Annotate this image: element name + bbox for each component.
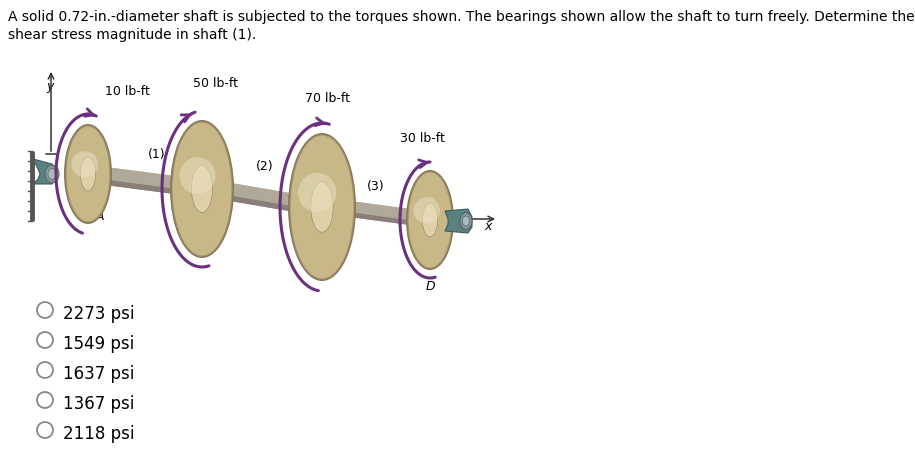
Text: 10 lb-ft: 10 lb-ft (105, 85, 150, 98)
Text: 1367 psi: 1367 psi (63, 394, 135, 412)
Text: A: A (96, 210, 104, 222)
Text: y: y (47, 80, 54, 93)
Polygon shape (90, 166, 190, 189)
Text: (2): (2) (256, 160, 274, 172)
Text: x: x (484, 219, 491, 233)
Polygon shape (211, 193, 313, 215)
Polygon shape (89, 166, 191, 197)
Ellipse shape (423, 204, 437, 237)
Ellipse shape (414, 198, 440, 224)
Polygon shape (425, 215, 455, 225)
Text: 2118 psi: 2118 psi (63, 424, 135, 442)
Ellipse shape (460, 213, 472, 230)
Text: A solid 0.72-in.-diameter shaft is subjected to the torques shown. The bearings : A solid 0.72-in.-diameter shaft is subje… (8, 10, 915, 24)
Ellipse shape (408, 172, 452, 268)
Text: (1): (1) (148, 148, 166, 161)
Polygon shape (334, 200, 426, 228)
Text: 50 lb-ft: 50 lb-ft (193, 77, 238, 90)
Ellipse shape (298, 173, 337, 213)
Ellipse shape (179, 158, 216, 195)
Polygon shape (425, 215, 456, 229)
Ellipse shape (406, 171, 454, 270)
Ellipse shape (462, 217, 469, 227)
Ellipse shape (71, 152, 98, 178)
Ellipse shape (81, 158, 96, 192)
Polygon shape (445, 210, 472, 233)
Polygon shape (425, 223, 455, 229)
Ellipse shape (170, 121, 234, 258)
Ellipse shape (288, 134, 356, 281)
Ellipse shape (48, 169, 56, 180)
Text: 1637 psi: 1637 psi (63, 364, 135, 382)
Text: C: C (326, 258, 334, 270)
Text: D: D (425, 279, 435, 293)
Polygon shape (211, 181, 315, 215)
Ellipse shape (311, 182, 333, 233)
Polygon shape (33, 160, 56, 185)
Text: B: B (208, 233, 216, 245)
Ellipse shape (172, 123, 232, 257)
Polygon shape (89, 178, 189, 197)
Polygon shape (334, 211, 425, 228)
Text: 30 lb-ft: 30 lb-ft (400, 131, 445, 145)
Polygon shape (335, 200, 425, 221)
Text: 2273 psi: 2273 psi (63, 304, 135, 322)
Text: (3): (3) (367, 180, 384, 192)
Ellipse shape (191, 166, 212, 213)
Text: 70 lb-ft: 70 lb-ft (305, 92, 350, 105)
Ellipse shape (64, 125, 112, 224)
Text: shear stress magnitude in shaft (1).: shear stress magnitude in shaft (1). (8, 28, 256, 42)
Ellipse shape (66, 127, 110, 222)
Text: 1549 psi: 1549 psi (63, 334, 135, 352)
Ellipse shape (290, 136, 354, 279)
Polygon shape (212, 181, 314, 208)
Ellipse shape (45, 166, 59, 184)
